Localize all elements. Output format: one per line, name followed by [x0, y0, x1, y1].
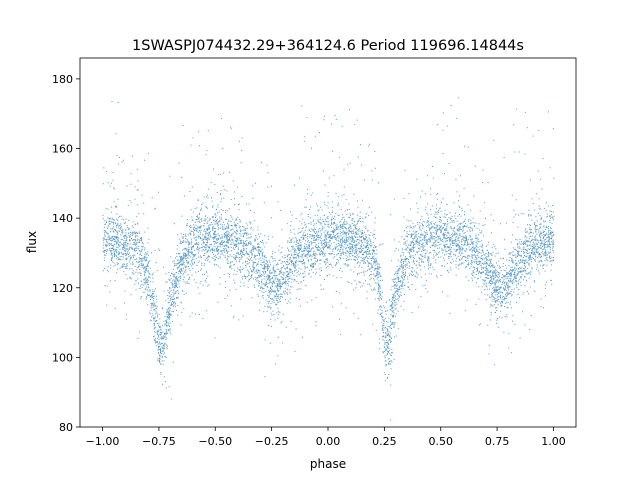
y-tick-label: 80	[59, 421, 73, 434]
y-tick-label: 160	[52, 143, 73, 156]
x-tick-label: 1.00	[541, 435, 566, 448]
y-axis-label: flux	[25, 231, 39, 253]
chart-title: 1SWASPJ074432.29+364124.6 Period 119696.…	[132, 38, 524, 54]
y-axis-ticks: 80 100 120 140 160 180	[52, 73, 80, 434]
x-axis-ticks: −1.00 −0.75 −0.50 −0.25 0.00 0.25 0.50 0.75 1.00	[86, 427, 566, 448]
x-tick-label: −1.00	[86, 435, 120, 448]
y-tick-label: 100	[52, 351, 73, 364]
y-tick-label: 140	[52, 212, 73, 225]
x-tick-label: −0.50	[198, 435, 232, 448]
x-tick-label: 0.50	[428, 435, 453, 448]
x-tick-label: −0.25	[255, 435, 289, 448]
y-tick-label: 180	[52, 73, 73, 86]
x-tick-label: 0.25	[372, 435, 397, 448]
y-tick-label: 120	[52, 282, 73, 295]
x-tick-label: −0.75	[142, 435, 176, 448]
x-axis-label: phase	[310, 457, 346, 471]
x-tick-label: 0.00	[316, 435, 341, 448]
x-tick-label: 0.75	[485, 435, 510, 448]
